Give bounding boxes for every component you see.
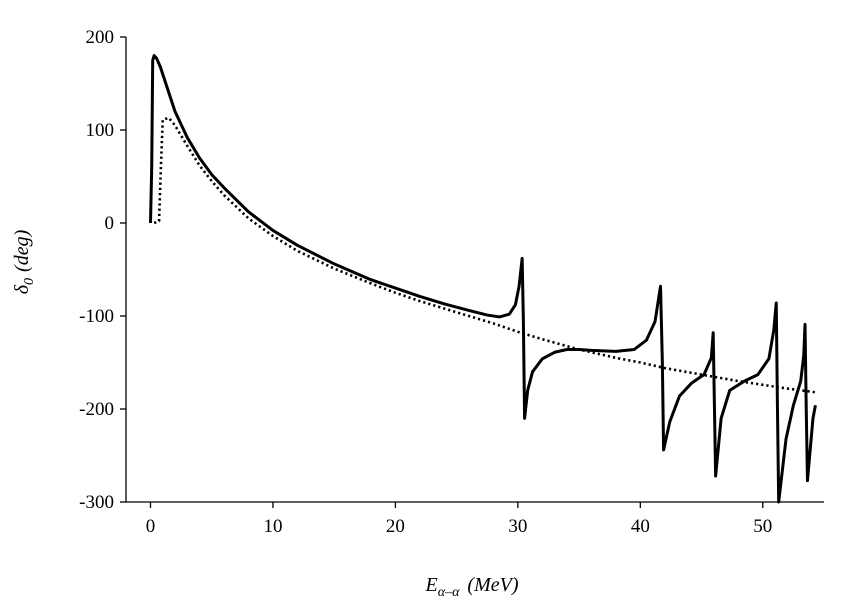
plot-axes <box>120 36 824 508</box>
x-axis-title: Eα–α (MeV) <box>425 574 519 600</box>
dotted-series-line <box>153 116 816 394</box>
x-tick-label: 50 <box>753 516 772 537</box>
x-axis-unit: (MeV) <box>467 574 518 596</box>
x-axis-symbol: E <box>425 574 438 596</box>
y-tick-label: -300 <box>79 492 114 513</box>
x-axis-subscript: α–α <box>438 585 460 600</box>
y-tick-label: 100 <box>86 120 115 141</box>
x-tick-label: 20 <box>386 516 405 537</box>
x-tick-label: 40 <box>631 516 650 537</box>
y-axis-subscript: 0 <box>22 278 37 285</box>
solid-series-line <box>148 54 817 504</box>
plot-series <box>148 54 817 504</box>
y-tick-label: -100 <box>79 306 114 327</box>
y-axis-title: δ0 (deg) <box>11 229 37 294</box>
y-axis-unit: (deg) <box>11 229 33 272</box>
y-tick-label: 200 <box>86 27 115 48</box>
y-tick-label: 0 <box>105 213 115 234</box>
x-tick-label: 0 <box>146 516 156 537</box>
x-tick-label: 30 <box>508 516 527 537</box>
y-axis-symbol: δ <box>11 284 33 294</box>
y-tick-label: -200 <box>79 399 114 420</box>
plot-labels: 200 100 0 -100 -200 -300 0 10 20 30 40 50 <box>79 27 772 537</box>
x-tick-label: 10 <box>263 516 282 537</box>
